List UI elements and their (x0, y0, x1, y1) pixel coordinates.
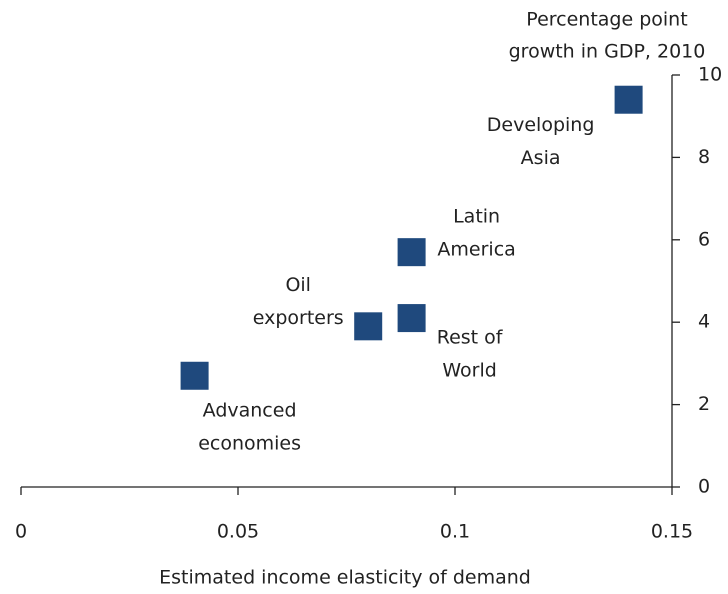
marker (397, 304, 426, 333)
x-tick-label: 0.15 (651, 521, 693, 543)
point-label: World (442, 360, 496, 382)
x-tick-label: 0.1 (440, 521, 470, 543)
marker (180, 361, 209, 390)
y-tick-label: 0 (698, 476, 710, 498)
y-tick-label: 6 (698, 228, 710, 250)
point-label: Rest of (437, 327, 504, 349)
x-tick-label: 0 (15, 521, 27, 543)
y-axis-label: Percentage point (526, 9, 687, 31)
point-label: economies (198, 432, 301, 454)
y-tick-label: 2 (698, 393, 710, 415)
point-label: Asia (521, 147, 561, 169)
x-tick-label: 0.05 (217, 521, 259, 543)
point-label: Advanced (203, 399, 297, 421)
point-label: exporters (253, 307, 344, 329)
y-tick-label: 10 (698, 64, 722, 86)
point-label: Oil (285, 274, 311, 296)
point-label: Latin (453, 206, 500, 228)
x-axis-label: Estimated income elasticity of demand (159, 567, 531, 589)
y-tick-label: 8 (698, 146, 710, 168)
point-label: America (437, 239, 515, 261)
y-axis-label: growth in GDP, 2010 (509, 41, 706, 63)
y-tick-label: 4 (698, 311, 710, 333)
point-label: Developing (487, 114, 595, 136)
marker (397, 238, 426, 267)
marker (614, 85, 643, 114)
marker (354, 312, 383, 341)
